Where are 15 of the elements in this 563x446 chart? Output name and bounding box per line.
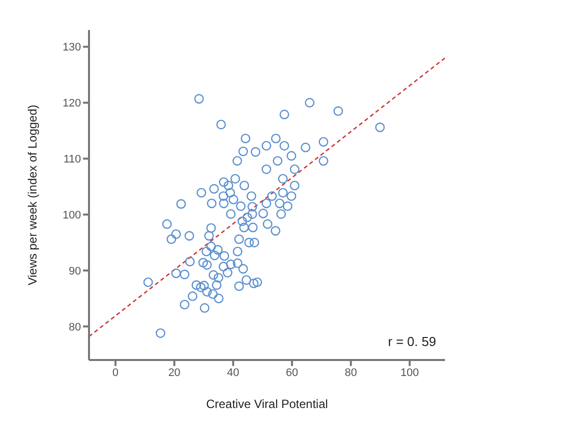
x-tick-label: 80 bbox=[344, 366, 357, 379]
y-tick-label: 80 bbox=[68, 321, 81, 334]
x-tick-label: 40 bbox=[227, 366, 240, 379]
y-tick-label: 90 bbox=[68, 265, 81, 278]
annotation: r = 0. 59 bbox=[388, 334, 436, 349]
y-axis-title: Views per week (index of Logged) bbox=[25, 104, 40, 286]
x-tick-label: 20 bbox=[168, 366, 180, 379]
y-tick-label: 100 bbox=[62, 209, 81, 222]
x-tick-label: 0 bbox=[112, 366, 119, 379]
y-tick-label: 110 bbox=[63, 154, 81, 166]
x-tick-label: 100 bbox=[400, 366, 419, 379]
x-axis-title: Creative Viral Potential bbox=[206, 397, 328, 411]
x-tick-label: 60 bbox=[286, 366, 298, 379]
y-tick-label: 120 bbox=[62, 98, 81, 110]
y-tick-label: 130 bbox=[62, 42, 81, 54]
